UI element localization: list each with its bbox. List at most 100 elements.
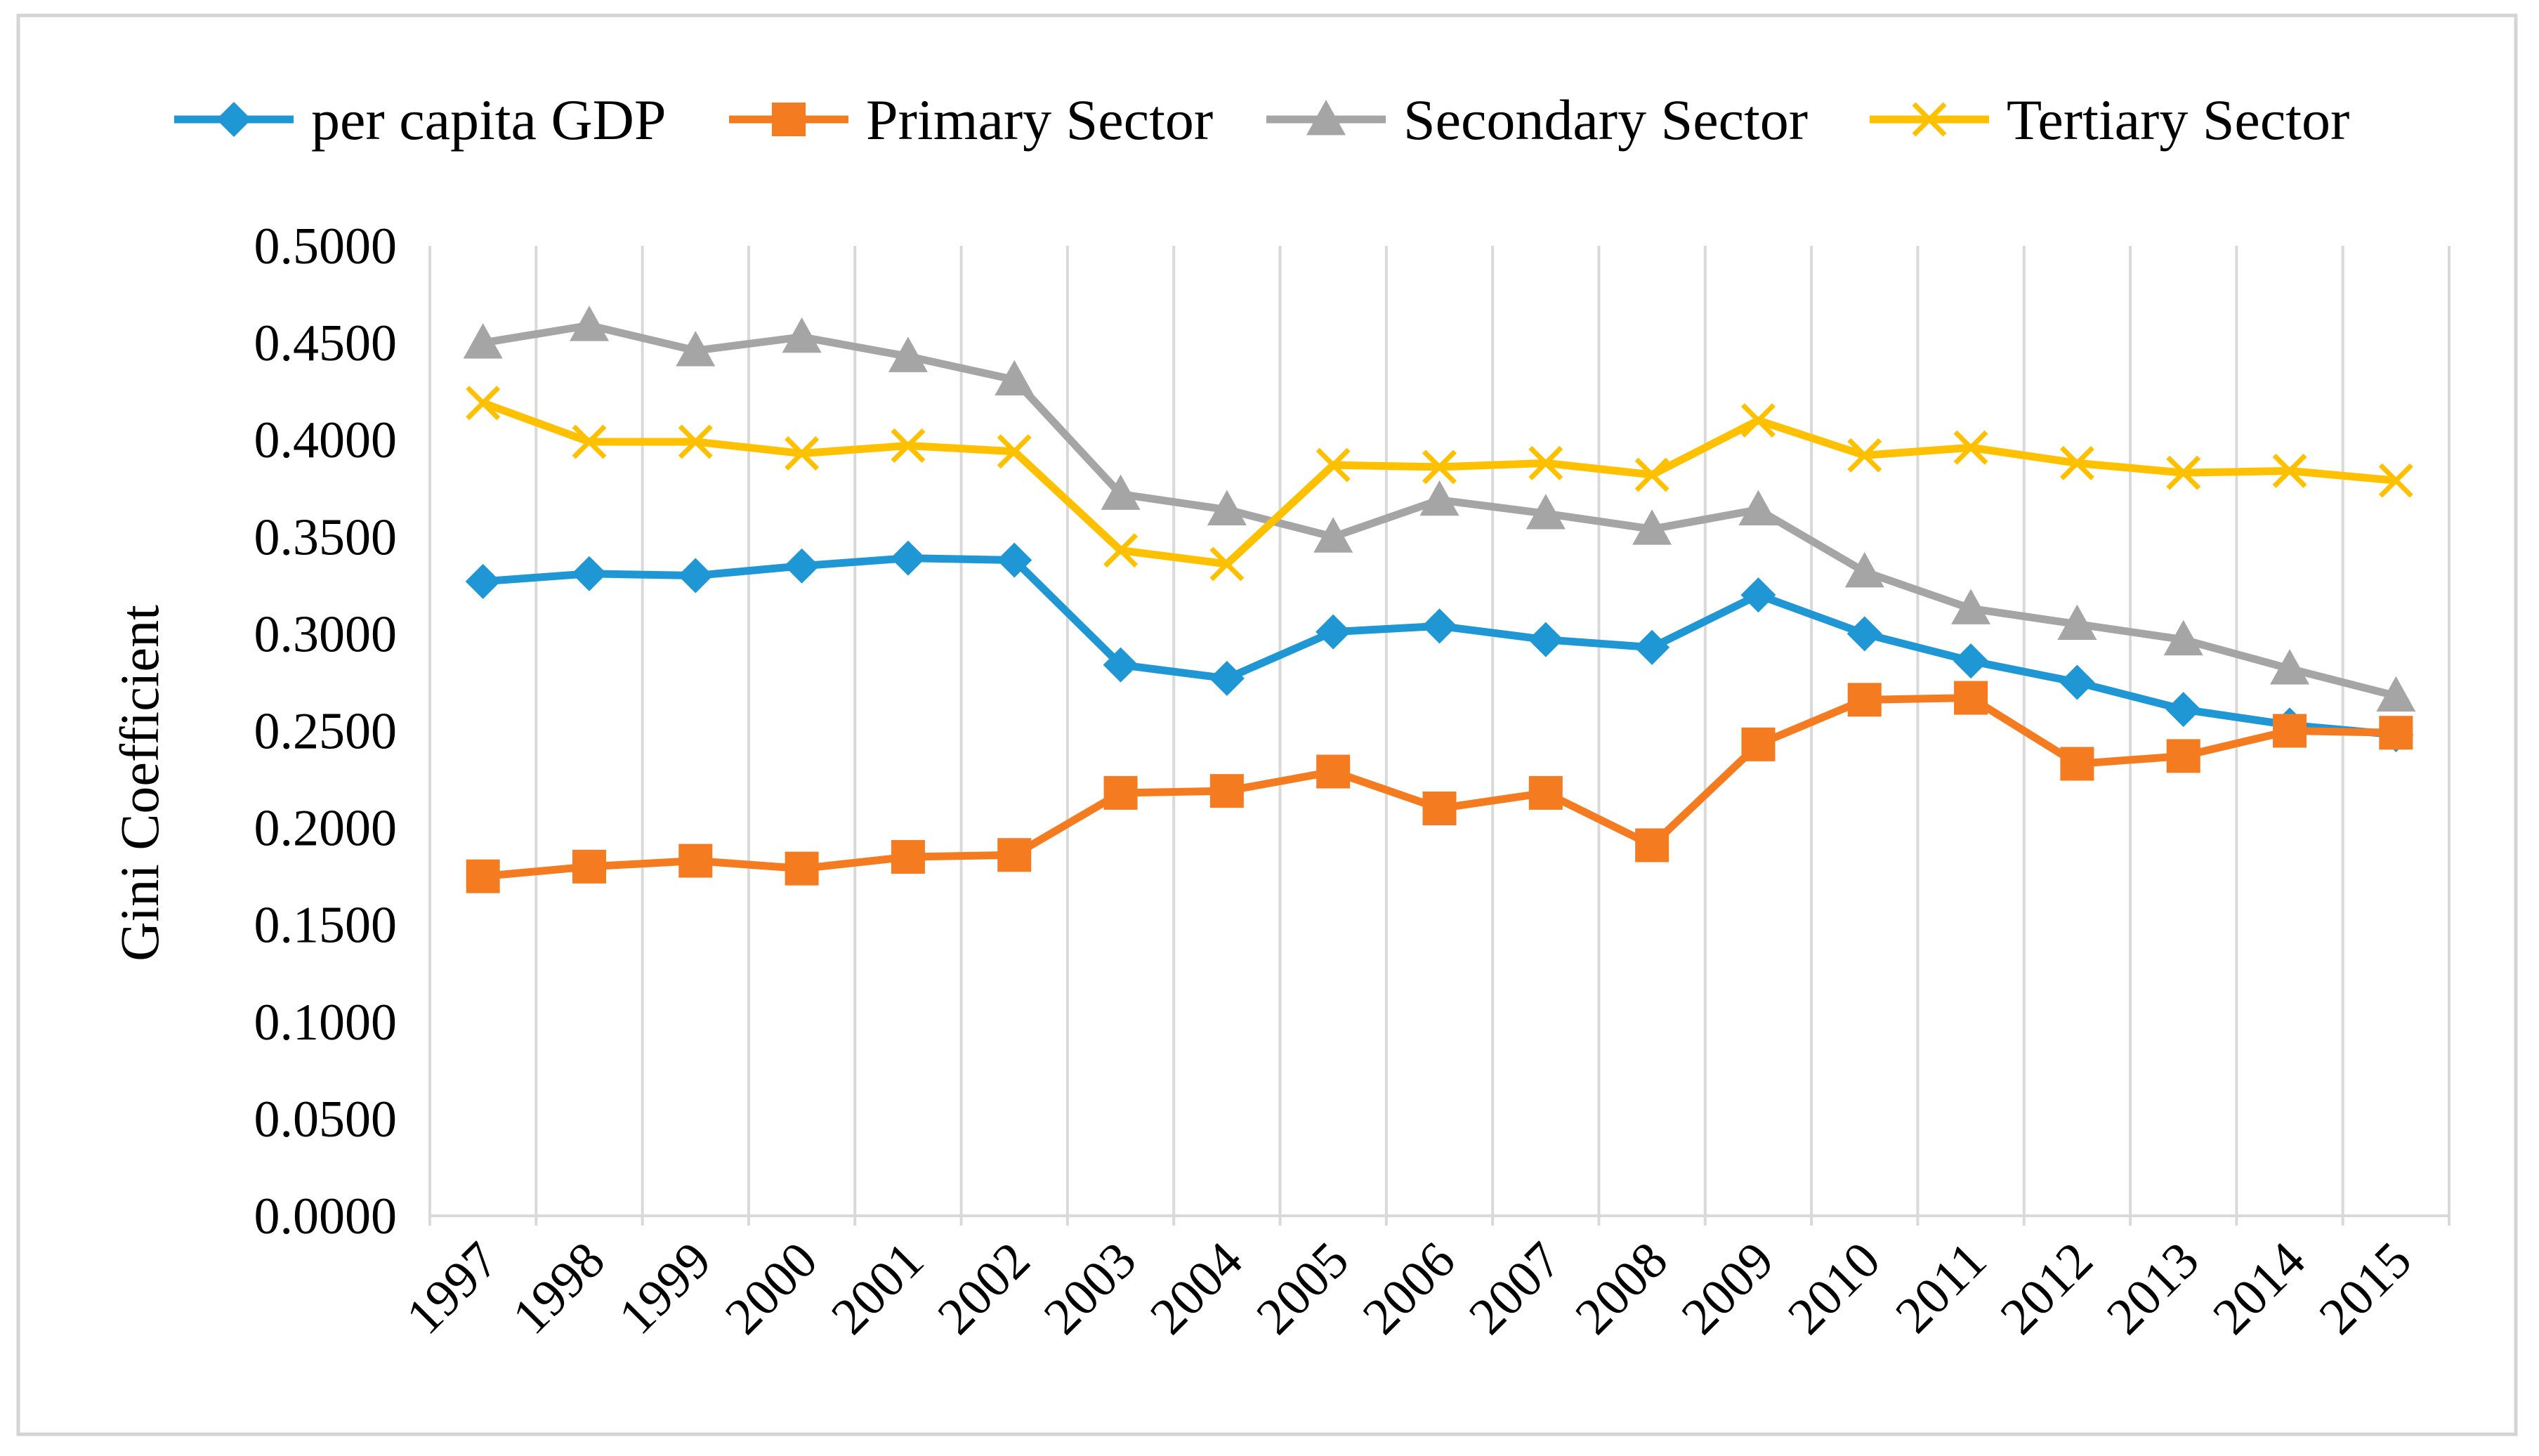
data-point-tertiary-sector [1740, 403, 1776, 438]
x-marker-stroke [1847, 438, 1882, 473]
data-point-per-capita-gdp [1740, 577, 1776, 613]
data-point-primary-sector [997, 838, 1032, 872]
data-point-secondary-sector [1313, 517, 1353, 553]
data-point-primary-sector [1209, 774, 1244, 808]
data-point-primary-sector [572, 849, 606, 884]
y-tick-label: 0.2500 [254, 703, 398, 761]
data-point-secondary-sector [1951, 589, 1991, 624]
data-point-primary-sector [2166, 739, 2200, 773]
x-marker-stroke [2059, 445, 2094, 480]
chart-border [16, 13, 2518, 1436]
series-per-capita-gdp [465, 540, 2414, 753]
data-point-per-capita-gdp [1316, 614, 1351, 650]
x-marker-stroke [2272, 453, 2307, 488]
data-point-tertiary-sector [2378, 463, 2413, 498]
data-point-secondary-sector [888, 336, 928, 372]
y-tick-label: 0.1000 [254, 994, 398, 1051]
data-point-secondary-sector [1526, 494, 1566, 530]
x-marker-stroke [1634, 457, 1669, 492]
data-point-tertiary-sector [1953, 430, 1988, 465]
y-tick-label: 0.4000 [254, 412, 398, 469]
data-point-secondary-sector [1419, 480, 1459, 516]
x-marker-stroke [466, 386, 501, 421]
legend: per capita GDP Primary Sector Secondary Se… [174, 88, 2349, 152]
legend-marker [1306, 100, 1346, 136]
y-tick-label: 0.4500 [254, 315, 398, 372]
data-point-tertiary-sector [2059, 445, 2094, 480]
data-point-secondary-sector [2163, 619, 2203, 656]
data-point-per-capita-gdp [1209, 660, 1245, 696]
data-point-per-capita-gdp [1422, 608, 1457, 644]
data-point-secondary-sector [676, 331, 716, 367]
legend-item-tertiary-sector: Tertiary Sector [1870, 88, 2349, 152]
x-marker-stroke [1740, 403, 1776, 438]
data-point-tertiary-sector [1422, 450, 1457, 485]
data-point-primary-sector [1741, 727, 1776, 761]
data-point-tertiary-sector [1209, 546, 1245, 582]
x-marker-stroke [1103, 533, 1139, 568]
data-point-tertiary-sector [2272, 453, 2307, 488]
data-point-per-capita-gdp [465, 563, 501, 599]
data-point-secondary-sector [1632, 509, 1672, 545]
data-point-primary-sector [1847, 683, 1882, 717]
x-marker-stroke [785, 436, 820, 471]
x-marker-stroke [1912, 102, 1947, 137]
data-point-primary-sector [785, 851, 819, 886]
data-point-per-capita-gdp [1103, 647, 1139, 683]
y-tick-label: 0.3500 [254, 509, 398, 566]
legend-item-primary-sector: Primary Sector [729, 88, 1213, 152]
legend-item-secondary-sector: Secondary Sector [1266, 88, 1808, 152]
data-point-tertiary-sector [1103, 533, 1139, 568]
data-point-primary-sector [1528, 775, 1563, 810]
x-marker-stroke [2166, 455, 2201, 490]
data-point-secondary-sector [2270, 649, 2310, 685]
data-point-tertiary-sector [1847, 438, 1882, 473]
legend-label: Secondary Sector [1403, 88, 1808, 152]
x-marker-stroke [2378, 463, 2413, 498]
x-marker-stroke [997, 434, 1032, 469]
data-point-per-capita-gdp [1634, 629, 1670, 665]
data-point-per-capita-gdp [784, 548, 820, 584]
legend-label: per capita GDP [311, 88, 667, 152]
data-point-primary-sector [2379, 716, 2413, 750]
data-point-per-capita-gdp [1846, 616, 1882, 652]
data-point-per-capita-gdp [1528, 622, 1563, 657]
y-tick-label: 0.2000 [254, 800, 398, 858]
x-marker-stroke [678, 424, 713, 459]
y-axis-title: Gini Coefficient [109, 605, 170, 962]
data-point-tertiary-sector [2166, 455, 2201, 490]
y-tick-label: 0.3000 [254, 605, 398, 663]
data-point-secondary-sector [782, 317, 822, 353]
data-point-primary-sector [2273, 714, 2307, 748]
data-point-tertiary-sector [1634, 457, 1669, 492]
x-marker-stroke [1316, 447, 1351, 483]
data-point-primary-sector [1103, 775, 1138, 810]
data-point-per-capita-gdp [571, 556, 607, 591]
x-marker-stroke [1528, 445, 1563, 480]
y-tick-label: 0.1500 [254, 897, 398, 955]
data-point-per-capita-gdp [2059, 664, 2095, 700]
data-point-primary-sector [891, 840, 925, 874]
series-primary-sector [466, 681, 2413, 893]
data-point-secondary-sector [1844, 552, 1884, 588]
data-point-tertiary-sector [1528, 445, 1563, 480]
y-tick-label: 0.0000 [254, 1188, 398, 1245]
data-point-tertiary-sector [572, 424, 607, 459]
data-point-per-capita-gdp [2165, 692, 2201, 728]
legend-item-per-capita-gdp: per capita GDP [174, 88, 667, 152]
x-marker-stroke [1422, 450, 1457, 485]
data-point-secondary-sector [569, 306, 609, 341]
data-point-secondary-sector [1101, 474, 1141, 510]
data-point-primary-sector [678, 844, 713, 878]
data-point-per-capita-gdp [890, 540, 926, 576]
series-secondary-sector [463, 306, 2416, 712]
legend-marker [1912, 102, 1947, 137]
series-lines [463, 306, 2416, 893]
data-point-primary-sector [1954, 681, 1988, 715]
data-point-per-capita-gdp [997, 542, 1032, 578]
data-point-tertiary-sector [466, 386, 501, 421]
data-point-tertiary-sector [891, 428, 926, 463]
data-point-secondary-sector [463, 323, 503, 359]
